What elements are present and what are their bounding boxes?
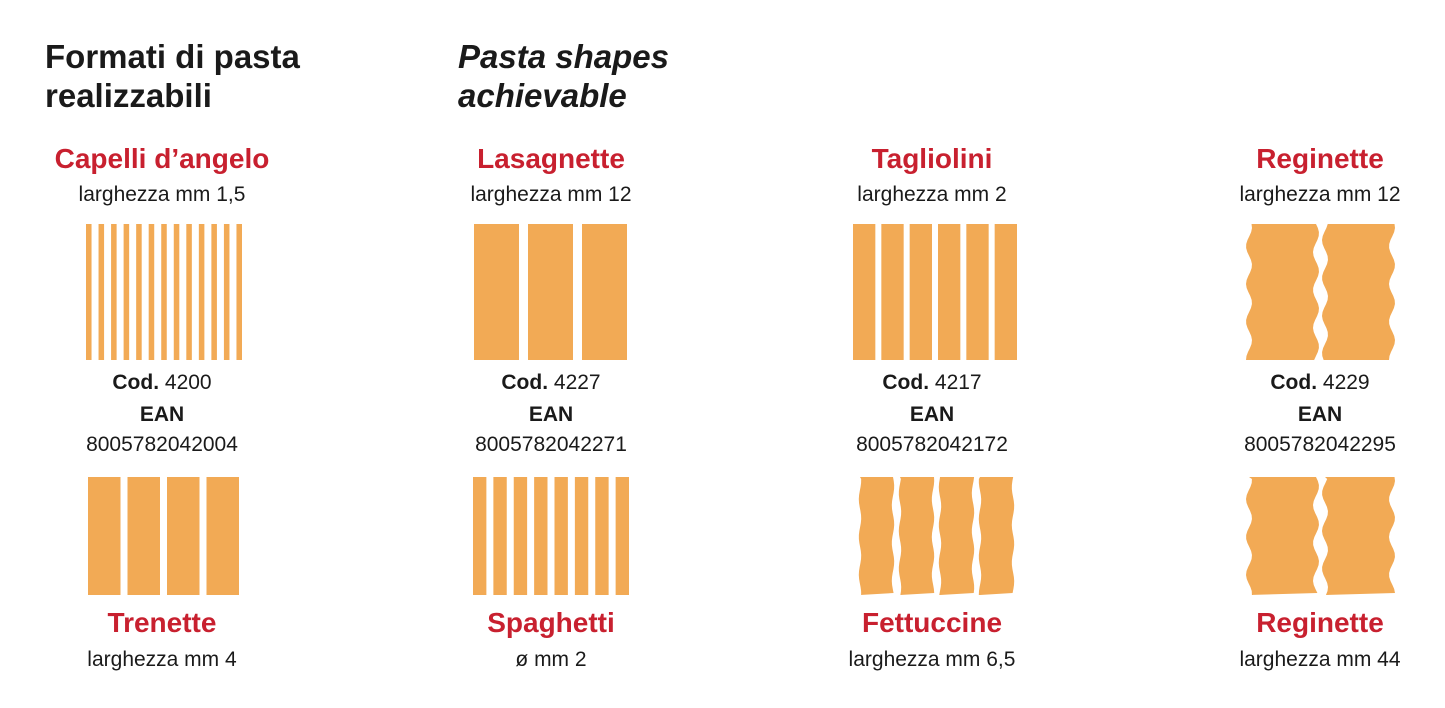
pasta-strip (1246, 224, 1319, 360)
ean-label: EAN (910, 403, 954, 426)
pasta-width: larghezza mm 2 (857, 183, 1006, 206)
pasta-strip (474, 224, 519, 360)
product-code: Cod. 4227 (501, 371, 600, 394)
pasta-strip (236, 224, 242, 360)
product-code: Cod. 4217 (882, 371, 981, 394)
pasta-name: Reginette (1256, 143, 1384, 174)
pasta-strip (582, 224, 627, 360)
pasta-strip (206, 477, 239, 595)
pasta-width: larghezza mm 12 (470, 183, 631, 206)
pasta-width: larghezza mm 12 (1239, 183, 1400, 206)
pasta-strip (111, 224, 117, 360)
ean-value: 8005782042004 (86, 433, 238, 456)
title-en-line: achievable (458, 77, 627, 114)
ean-value: 8005782042295 (1244, 433, 1396, 456)
pasta-name: Trenette (108, 607, 217, 638)
pasta-strip (86, 224, 92, 360)
code-label: Cod. (882, 371, 929, 394)
pasta-strip (186, 224, 192, 360)
pasta-strip (1322, 224, 1395, 360)
code-value: 4229 (1323, 371, 1370, 394)
pasta-name: Fettuccine (862, 607, 1002, 638)
pasta-strip (211, 224, 217, 360)
pasta-strip (173, 224, 180, 360)
product-code: Cod. 4229 (1270, 371, 1369, 394)
pasta-width: larghezza mm 6,5 (849, 648, 1016, 671)
code-label: Cod. (112, 371, 159, 394)
pasta-strip (136, 224, 142, 360)
pasta-strip (148, 224, 155, 360)
pasta-strip (528, 224, 573, 360)
product-code: Cod. 4200 (112, 371, 211, 394)
pasta-strip (1246, 477, 1319, 595)
pasta-strip (909, 224, 932, 360)
pasta-strip (167, 477, 200, 595)
pasta-strip (898, 477, 935, 595)
title-it-line: Formati di pasta (45, 38, 301, 75)
pasta-name: Spaghetti (487, 607, 615, 638)
pasta-name: Lasagnette (477, 143, 625, 174)
pasta-width: larghezza mm 1,5 (79, 183, 246, 206)
pasta-strip (198, 224, 205, 360)
pasta-strip (513, 477, 528, 595)
ean-label: EAN (529, 403, 573, 426)
pasta-strip (127, 477, 160, 595)
pasta-name: Tagliolini (872, 143, 993, 174)
ean-label: EAN (140, 403, 184, 426)
code-value: 4227 (554, 371, 601, 394)
pasta-strip (994, 224, 1017, 360)
pasta-strip (938, 477, 975, 595)
pasta-strip (938, 224, 961, 360)
pasta-strip (595, 477, 609, 595)
pasta-strip (853, 224, 876, 360)
pasta-name: Reginette (1256, 607, 1384, 638)
pasta-strip (881, 224, 904, 360)
pasta-width: ø mm 2 (515, 648, 586, 671)
pasta-strip (493, 477, 507, 595)
code-label: Cod. (1270, 371, 1317, 394)
code-value: 4217 (935, 371, 982, 394)
pasta-strip (223, 224, 230, 360)
pasta-strip (554, 477, 568, 595)
pasta-strip (1322, 477, 1395, 595)
code-label: Cod. (501, 371, 548, 394)
title-it-line: realizzabili (45, 77, 212, 114)
pasta-strip (98, 224, 105, 360)
pasta-strip (123, 224, 130, 360)
title-en-line: Pasta shapes (458, 38, 669, 75)
ean-value: 8005782042172 (856, 433, 1008, 456)
pasta-strip (615, 477, 629, 595)
pasta-strip (858, 477, 895, 595)
pasta-strip (574, 477, 589, 595)
pasta-width: larghezza mm 4 (87, 648, 237, 671)
pasta-strip (966, 224, 989, 360)
pasta-strip (978, 477, 1015, 595)
pasta-strip (161, 224, 167, 360)
pasta-name: Capelli d’angelo (55, 143, 270, 174)
ean-value: 8005782042271 (475, 433, 627, 456)
pasta-strip (534, 477, 548, 595)
pasta-strip (88, 477, 121, 595)
pasta-width: larghezza mm 44 (1239, 648, 1400, 671)
code-value: 4200 (165, 371, 212, 394)
pasta-strip (473, 477, 487, 595)
ean-label: EAN (1298, 403, 1342, 426)
